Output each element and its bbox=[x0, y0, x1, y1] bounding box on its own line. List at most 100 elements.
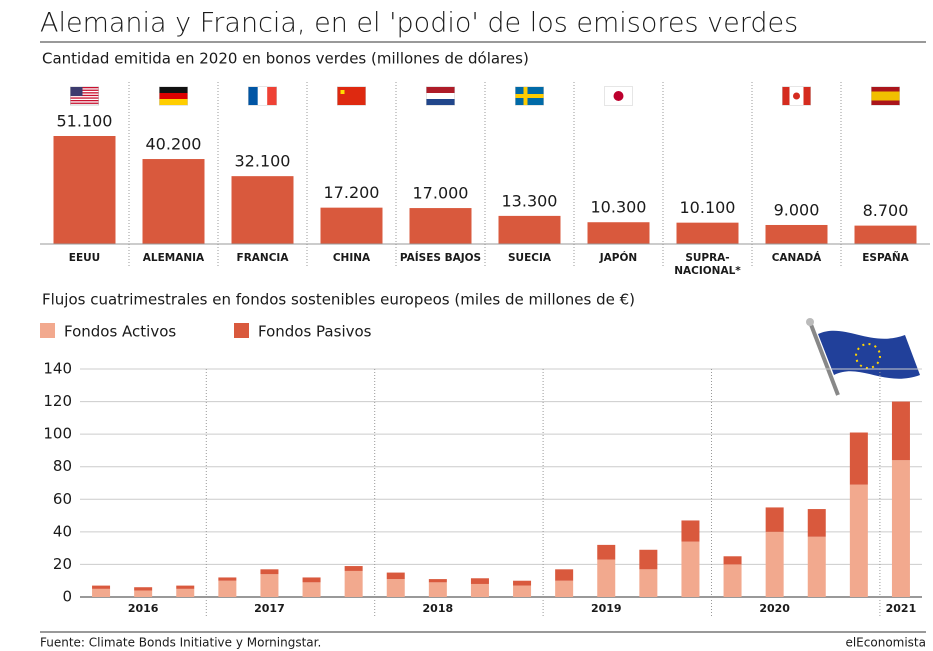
bar-segment bbox=[891, 401, 910, 461]
bar-segment bbox=[639, 569, 658, 597]
bar bbox=[676, 222, 739, 244]
x-tick-label: 2020 bbox=[759, 602, 790, 615]
bar-segment bbox=[302, 582, 321, 597]
y-tick-label: 140 bbox=[43, 360, 72, 378]
x-tick-label: 2016 bbox=[128, 602, 159, 615]
bar bbox=[498, 215, 561, 244]
bar-segment bbox=[597, 544, 616, 560]
bar bbox=[142, 159, 205, 244]
bar bbox=[320, 207, 383, 244]
bar-segment bbox=[891, 460, 910, 597]
legend-swatch bbox=[40, 323, 55, 338]
bar bbox=[765, 224, 828, 244]
value-label: 8.700 bbox=[863, 201, 909, 220]
bar bbox=[53, 136, 116, 244]
value-label: 9.000 bbox=[774, 200, 820, 219]
bar-segment bbox=[807, 509, 826, 537]
bar-segment bbox=[723, 556, 742, 565]
bar-segment bbox=[176, 585, 195, 589]
value-label: 51.100 bbox=[57, 112, 113, 131]
flag bbox=[604, 86, 633, 106]
bar-segment bbox=[260, 574, 279, 597]
eu-flag bbox=[806, 318, 920, 396]
flag bbox=[159, 86, 188, 106]
y-tick-label: 60 bbox=[53, 490, 72, 508]
x-tick-label: ESPAÑA bbox=[862, 252, 909, 264]
bar-segment bbox=[470, 583, 489, 597]
bar-segment bbox=[344, 570, 363, 597]
y-tick-label: 80 bbox=[53, 457, 72, 475]
bar-segment bbox=[344, 566, 363, 571]
bar-segment bbox=[92, 585, 111, 589]
flag bbox=[426, 86, 455, 106]
chart-title: Cantidad emitida en 2020 en bonos verdes… bbox=[42, 50, 529, 68]
brand: elEconomista bbox=[845, 636, 926, 650]
x-tick-label: FRANCIA bbox=[236, 252, 289, 264]
bar-segment bbox=[470, 578, 489, 584]
main-title: Alemania y Francia, en el 'podio' de los… bbox=[40, 8, 798, 39]
bar-segment bbox=[513, 585, 532, 597]
x-tick-label: SUPRA- NACIONAL* bbox=[674, 252, 741, 277]
flag bbox=[248, 86, 277, 106]
value-label: 10.100 bbox=[680, 198, 736, 217]
value-label: 17.000 bbox=[413, 184, 469, 203]
bar-segment bbox=[218, 577, 237, 581]
bar-segment bbox=[765, 531, 784, 597]
value-label: 40.200 bbox=[146, 135, 202, 154]
flag bbox=[337, 86, 366, 106]
y-tick-label: 120 bbox=[43, 392, 72, 410]
bar-segment bbox=[260, 569, 279, 575]
flag bbox=[782, 86, 811, 106]
bar-segment bbox=[513, 580, 532, 586]
bar-segment bbox=[681, 520, 700, 542]
x-tick-label: 2017 bbox=[254, 602, 285, 615]
bar-segment bbox=[386, 579, 405, 597]
x-tick-label: 2021 bbox=[886, 602, 917, 615]
value-label: 13.300 bbox=[502, 191, 558, 210]
bar-segment bbox=[176, 588, 195, 597]
flag bbox=[871, 86, 900, 106]
bar-segment bbox=[428, 579, 447, 583]
bar bbox=[587, 222, 650, 244]
x-tick-label: SUECIA bbox=[508, 252, 551, 264]
y-tick-label: 100 bbox=[43, 425, 72, 443]
bar-segment bbox=[92, 588, 111, 597]
bar-segment bbox=[765, 507, 784, 532]
bar-segment bbox=[597, 559, 616, 597]
x-tick-label: CANADÁ bbox=[771, 252, 822, 264]
source: Fuente: Climate Bonds Initiative y Morni… bbox=[40, 636, 321, 650]
bar-segment bbox=[218, 580, 237, 597]
bar-segment bbox=[807, 536, 826, 597]
x-tick-label: 2018 bbox=[423, 602, 454, 615]
legend-swatch bbox=[234, 323, 249, 338]
bar-segment bbox=[849, 432, 868, 485]
bar-segment bbox=[849, 484, 868, 597]
x-tick-label: EEUU bbox=[68, 252, 101, 264]
value-label: 32.100 bbox=[235, 152, 291, 171]
bar-segment bbox=[555, 580, 574, 597]
legend-label: Fondos Activos bbox=[64, 323, 176, 341]
y-tick-label: 40 bbox=[53, 522, 72, 540]
x-tick-label: CHINA bbox=[332, 252, 371, 264]
bar-segment bbox=[302, 577, 321, 583]
chart-title: Flujos cuatrimestrales en fondos sosteni… bbox=[42, 291, 635, 309]
flag bbox=[515, 86, 544, 106]
bar-segment bbox=[681, 541, 700, 597]
y-tick-label: 20 bbox=[53, 555, 72, 573]
bar-segment bbox=[386, 572, 405, 580]
x-tick-label: 2019 bbox=[591, 602, 622, 615]
legend-label: Fondos Pasivos bbox=[258, 323, 372, 341]
bar-segment bbox=[723, 564, 742, 597]
flag bbox=[70, 86, 99, 106]
bar bbox=[409, 208, 472, 244]
bar-segment bbox=[555, 569, 574, 581]
bar-segment bbox=[428, 582, 447, 597]
x-tick-label: PAÍSES BAJOS bbox=[399, 252, 482, 264]
x-tick-label: ALEMANIA bbox=[142, 252, 205, 264]
value-label: 10.300 bbox=[591, 198, 647, 217]
bar-segment bbox=[134, 590, 153, 597]
y-tick-label: 0 bbox=[62, 588, 72, 606]
bar bbox=[231, 176, 294, 244]
